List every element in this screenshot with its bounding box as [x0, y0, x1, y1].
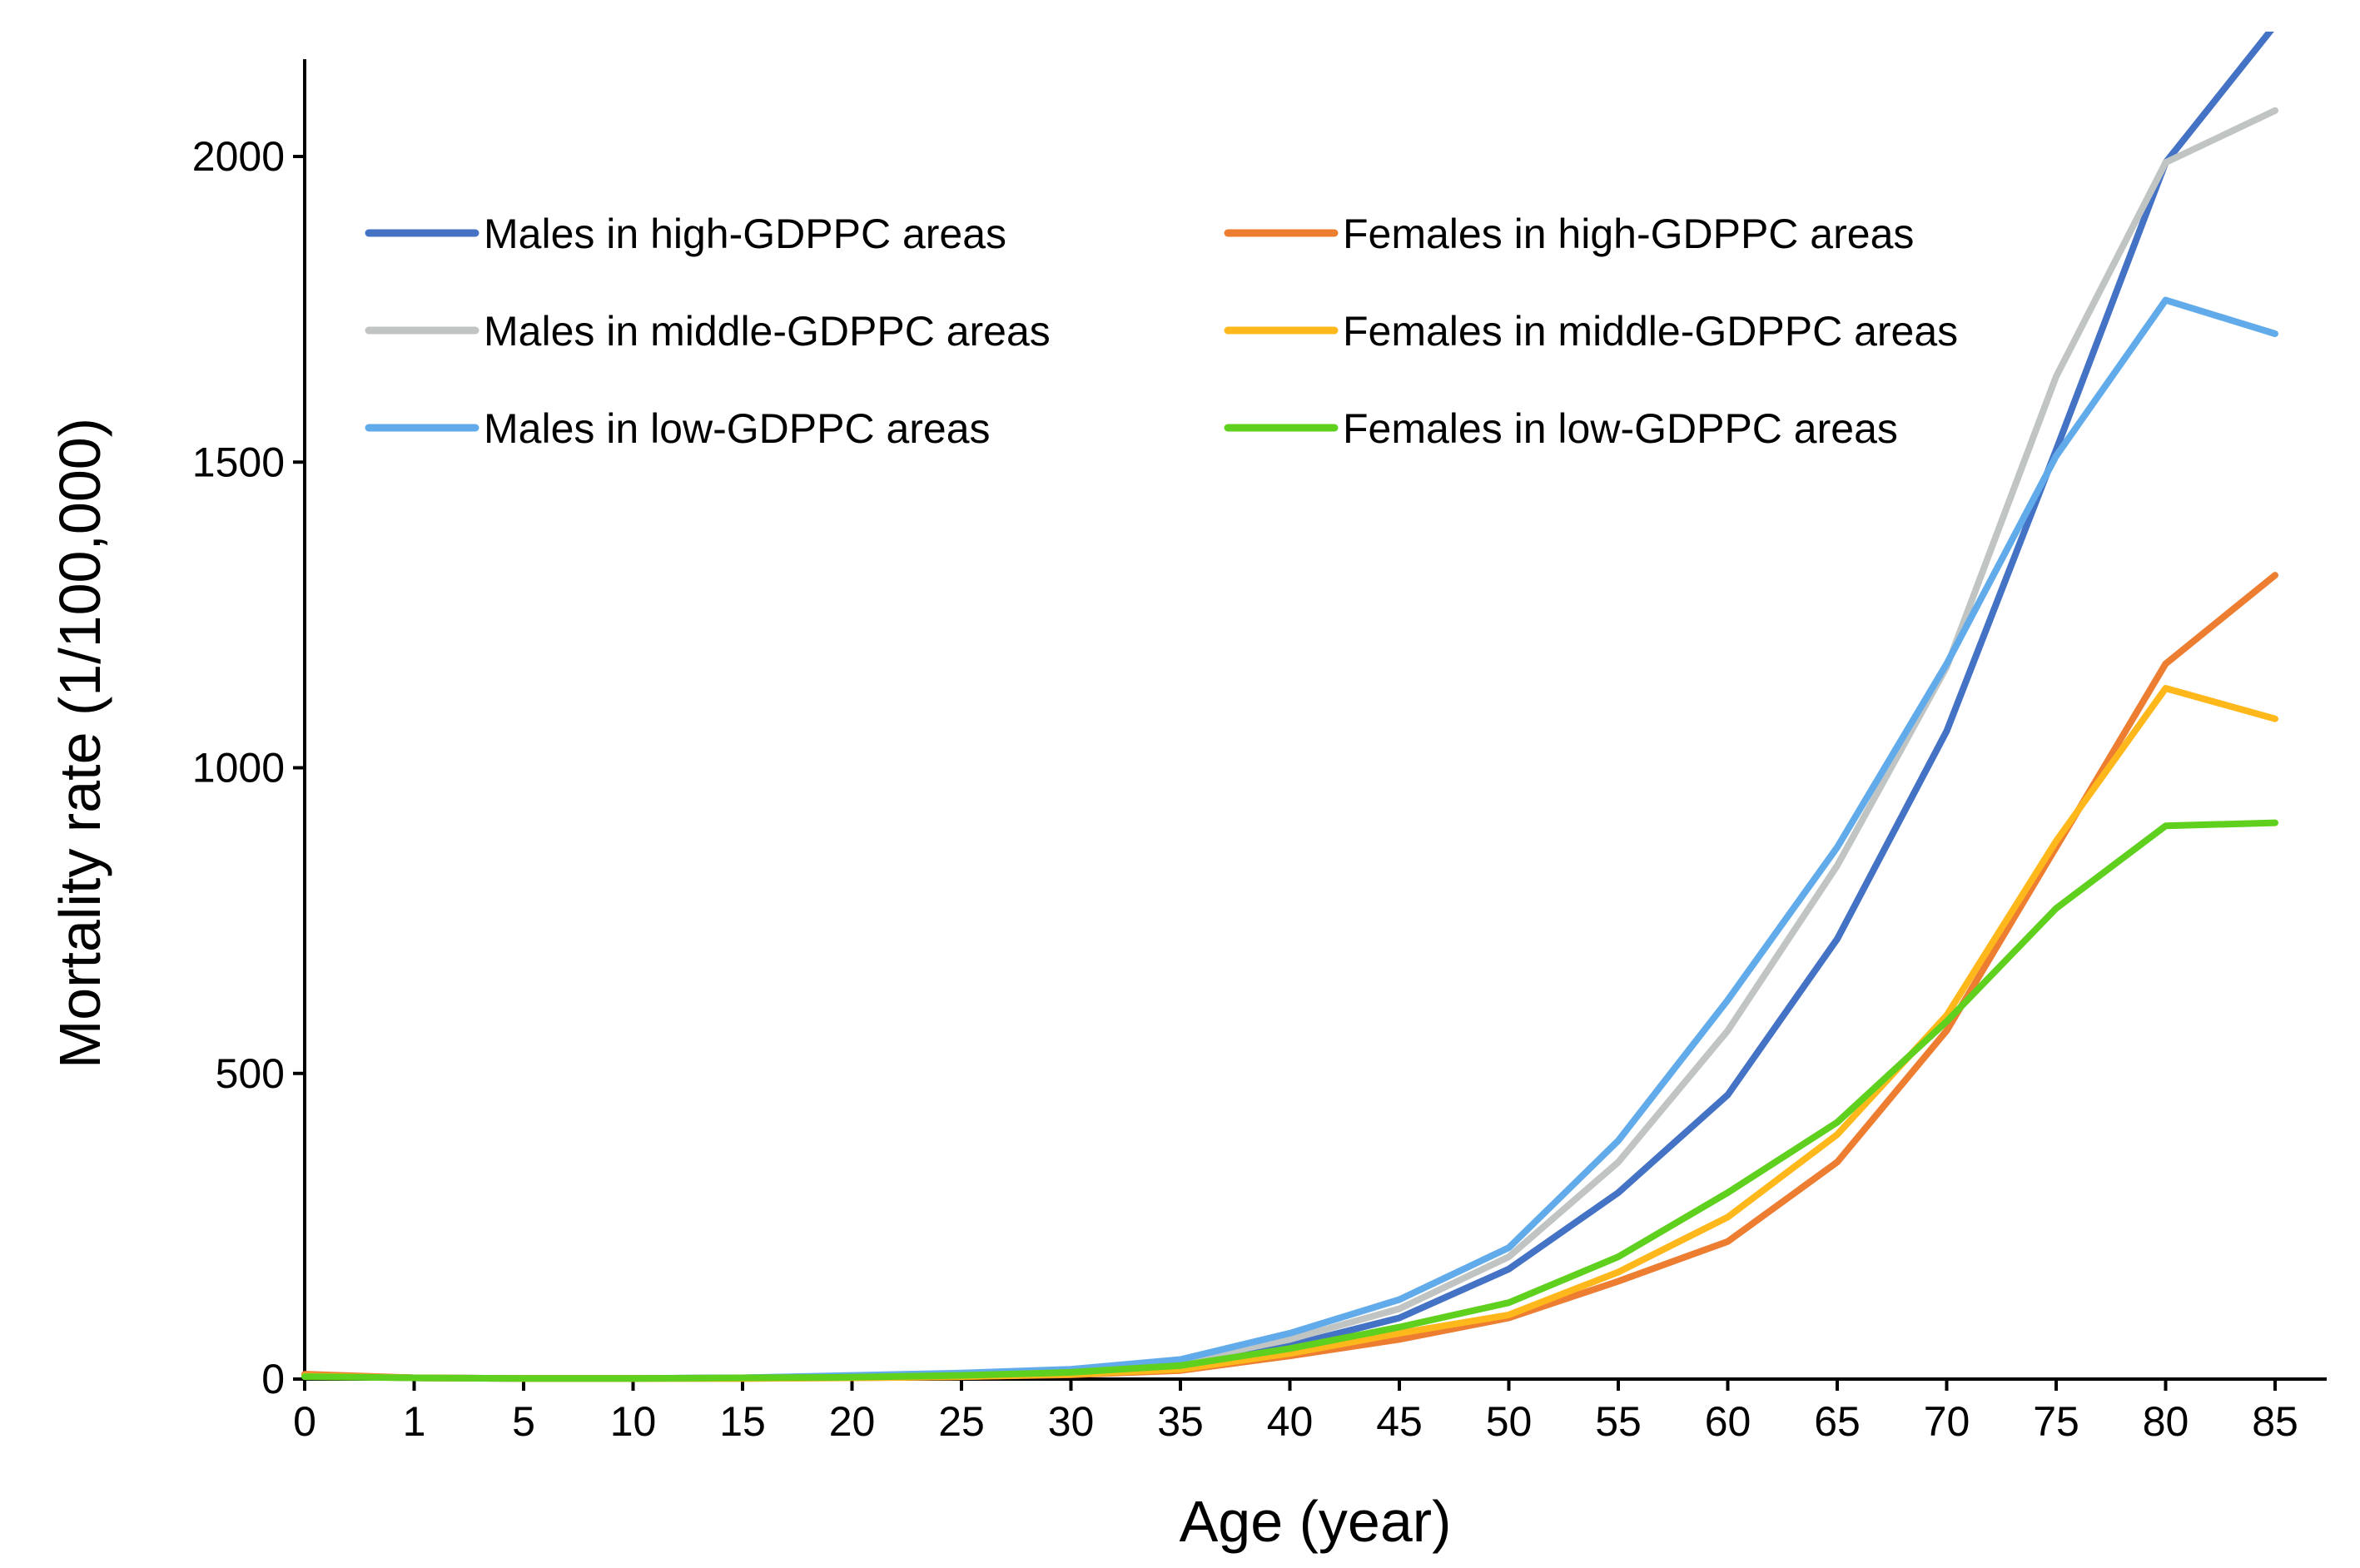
- x-tick-label: 1: [403, 1398, 426, 1445]
- x-tick-label: 5: [512, 1398, 535, 1445]
- x-tick-label: 80: [2143, 1398, 2189, 1445]
- legend-label: Males in low-GDPPC areas: [484, 405, 991, 452]
- series-lines: [301, 32, 2278, 1382]
- series-line-3: [301, 296, 2278, 1382]
- x-tick-label: 45: [1376, 1398, 1423, 1445]
- x-tick-label: 15: [719, 1398, 766, 1445]
- y-tick-label: 500: [216, 1050, 285, 1097]
- x-tick-label: 10: [610, 1398, 657, 1445]
- x-tick-label: 20: [829, 1398, 876, 1445]
- x-tick-label: 40: [1267, 1398, 1314, 1445]
- x-tick-label: 35: [1157, 1398, 1204, 1445]
- x-tick-label: 0: [293, 1398, 316, 1445]
- y-tick-label: 1000: [192, 745, 285, 791]
- x-tick-label: 50: [1486, 1398, 1533, 1445]
- x-tick-label: 85: [2252, 1398, 2298, 1445]
- series-line-2: [301, 107, 2278, 1382]
- legend-label: Females in middle-GDPPC areas: [1343, 308, 1958, 355]
- x-tick-label: 65: [1814, 1398, 1861, 1445]
- legend-label: Females in low-GDPPC areas: [1343, 405, 1898, 452]
- series-line-6: [301, 819, 2278, 1382]
- legend: Males in high-GDPPC areas Males in middle…: [365, 211, 1958, 452]
- x-tick-label: 75: [2033, 1398, 2079, 1445]
- x-axis-title: Age (year): [1180, 1489, 1452, 1554]
- legend-label: Males in middle-GDPPC areas: [484, 308, 1051, 355]
- legend-label: Males in high-GDPPC areas: [484, 211, 1006, 257]
- y-tick-label: 1500: [192, 439, 285, 485]
- y-tick-label: 2000: [192, 133, 285, 180]
- x-tick-label: 60: [1705, 1398, 1751, 1445]
- y-tick-label: 0: [261, 1356, 285, 1402]
- x-tick-label: 30: [1048, 1398, 1095, 1445]
- series-line-4: [301, 572, 2278, 1382]
- legend-label: Females in high-GDPPC areas: [1343, 211, 1914, 257]
- x-tick-label: 55: [1595, 1398, 1642, 1445]
- x-tick-label: 25: [938, 1398, 985, 1445]
- y-axis-title: Mortality rate (1/100,000): [47, 418, 112, 1069]
- series-line-5: [301, 685, 2278, 1382]
- x-tick-label: 70: [1924, 1398, 1970, 1445]
